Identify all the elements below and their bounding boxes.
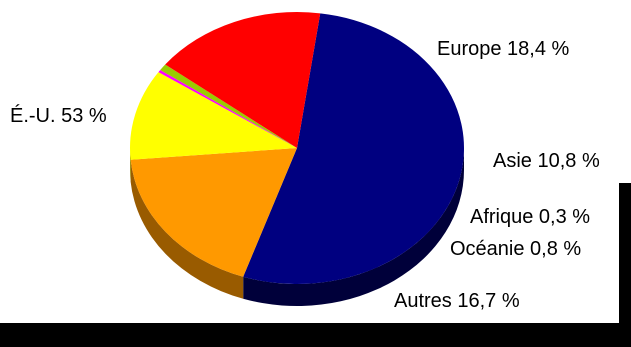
pie-sides (130, 148, 464, 306)
pie-side-asia (130, 148, 131, 182)
pie-slice-oceania (160, 64, 297, 148)
frame-border-right (619, 183, 631, 347)
pie-slice-asia (130, 72, 297, 160)
slice-label-others: Autres 16,7 % (394, 290, 520, 312)
pie-slice-others (165, 12, 321, 149)
pie-side-us (243, 148, 464, 306)
slice-label-africa: Afrique 0,3 % (470, 206, 591, 228)
slice-label-us: É.-U. 53 % (10, 105, 107, 127)
slice-label-asia: Asie 10,8 % (493, 150, 600, 172)
slice-label-europe: Europe 18,4 % (437, 38, 570, 60)
pie-slice-europe (130, 148, 297, 277)
pie-slice-us (243, 13, 465, 284)
frame-border-bottom (0, 323, 631, 347)
pie-side-europe (130, 159, 244, 299)
slice-label-oceania: Océanie 0,8 % (450, 238, 582, 260)
pie-slice-africa (158, 69, 297, 148)
